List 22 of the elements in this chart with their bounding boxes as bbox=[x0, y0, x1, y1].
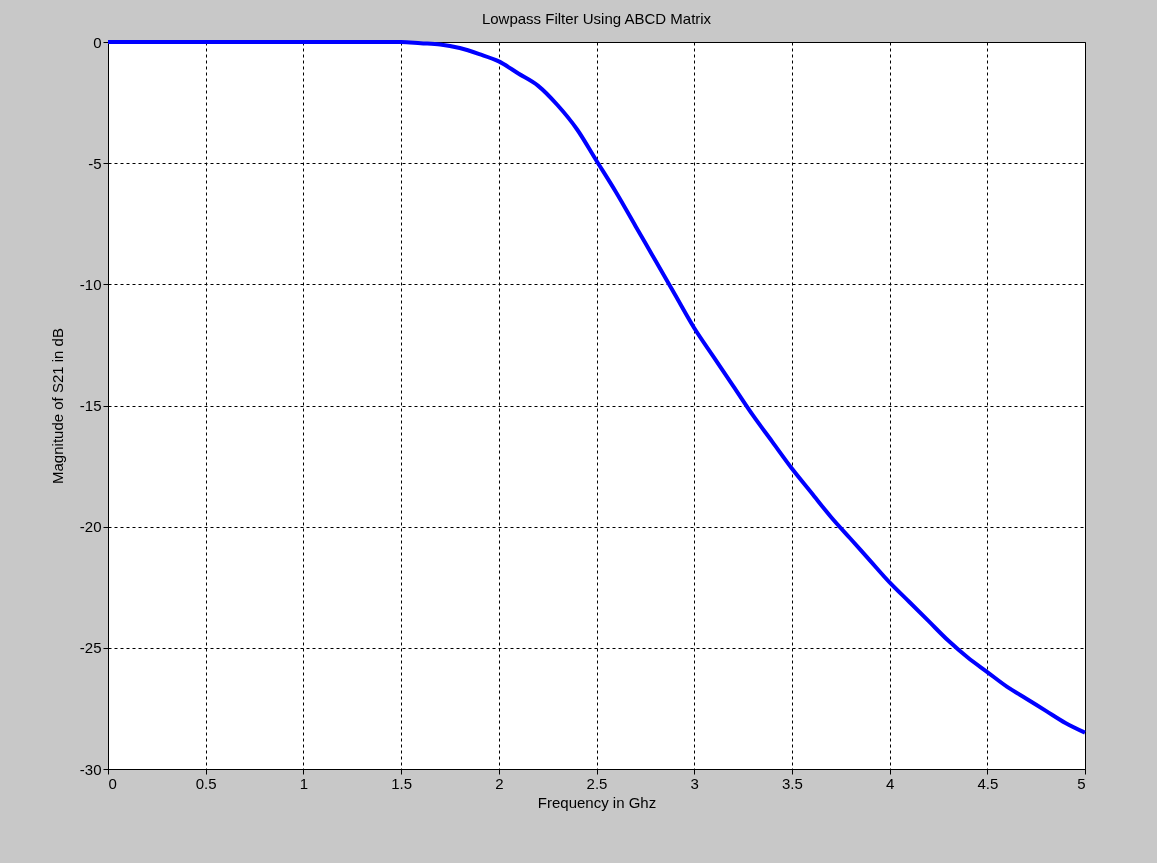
x-tick-label: 2 bbox=[495, 774, 504, 792]
x-tick-label: 1.5 bbox=[391, 774, 413, 792]
y-tick-label: -5 bbox=[88, 154, 102, 172]
line-series bbox=[106, 40, 1087, 735]
x-tick-label: 0.5 bbox=[195, 774, 217, 792]
x-axis-title: Frequency in Ghz bbox=[537, 793, 657, 811]
x-tick-label: 2.5 bbox=[586, 774, 608, 792]
y-tick-label: -20 bbox=[79, 518, 102, 536]
y-tick-label: -30 bbox=[79, 760, 102, 778]
y-tick-label: 0 bbox=[93, 33, 102, 51]
y-axis-title: Magnitude of S21 in dB bbox=[48, 328, 66, 484]
x-tick-label: 1 bbox=[299, 774, 309, 792]
x-tick-label: 5 bbox=[1077, 774, 1086, 792]
y-tick-label: -10 bbox=[79, 275, 102, 293]
x-tick-label: 4.5 bbox=[977, 774, 999, 792]
x-tick-label: 0 bbox=[108, 774, 117, 792]
x-tick-label: 3 bbox=[690, 774, 699, 792]
chart-title: Lowpass Filter Using ABCD Matrix bbox=[481, 10, 712, 27]
x-tick-label: 4 bbox=[885, 774, 895, 792]
x-tick-label: 3.5 bbox=[781, 774, 803, 792]
y-tick-label: -15 bbox=[79, 397, 102, 414]
y-tick-label: -25 bbox=[79, 639, 102, 657]
